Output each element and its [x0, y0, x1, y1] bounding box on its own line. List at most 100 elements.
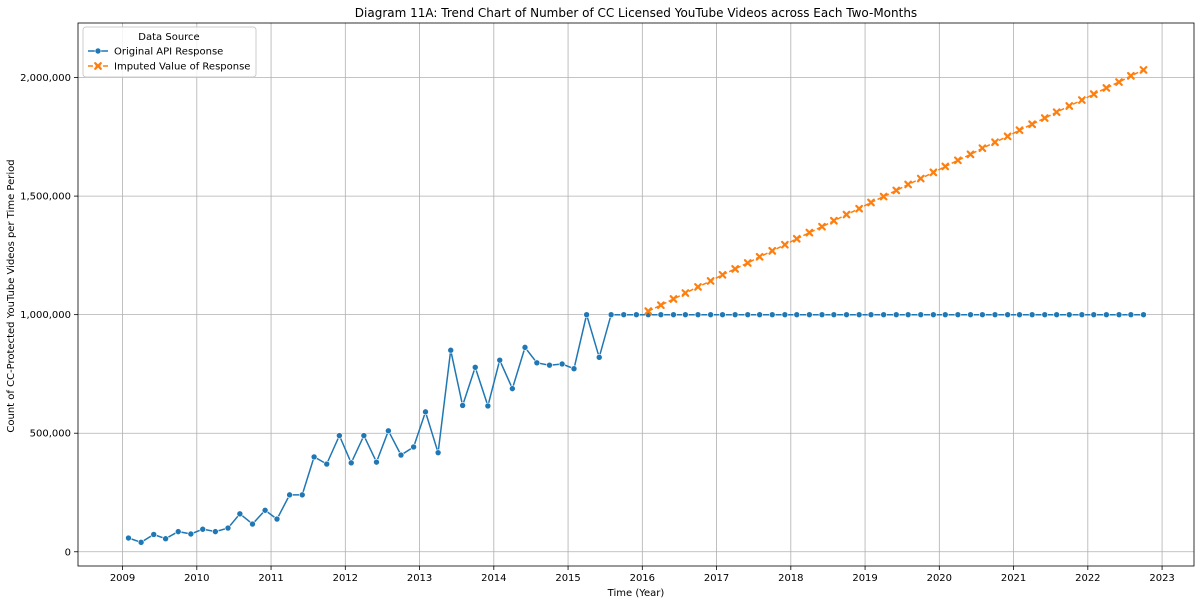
legend-marker — [94, 47, 102, 55]
data-point-x — [731, 264, 740, 273]
data-point-circle — [224, 524, 232, 532]
data-point-circle — [347, 459, 355, 467]
data-point-circle — [373, 458, 380, 466]
data-point-circle — [558, 360, 566, 368]
legend-entry: Original API Response — [88, 47, 223, 58]
data-point-x — [681, 289, 690, 297]
data-point-circle — [793, 311, 801, 318]
data-point-x — [818, 222, 826, 231]
data-point-circle — [719, 311, 726, 318]
data-point-x — [892, 186, 901, 195]
data-point-circle — [633, 311, 640, 318]
data-point-x — [1115, 78, 1123, 86]
data-point-x — [953, 156, 962, 165]
data-point-circle — [979, 311, 986, 318]
legend: Data Source Original API Response Imputed… — [82, 26, 257, 78]
data-point-x — [805, 228, 814, 237]
data-point-circle — [707, 311, 714, 318]
data-point-x — [656, 301, 665, 310]
series-line — [128, 311, 1144, 544]
data-point-x — [1126, 71, 1135, 80]
data-point-circle — [422, 408, 429, 416]
data-point-circle — [941, 311, 949, 318]
data-point-circle — [595, 354, 603, 361]
data-point-x — [991, 138, 999, 147]
y-tick-label: 2,000,000 — [20, 73, 71, 84]
x-tick-label: 2015 — [555, 573, 580, 584]
data-point-x — [842, 210, 851, 219]
data-point-circle — [620, 311, 628, 318]
data-point-circle — [657, 311, 665, 318]
legend-title: Data Source — [138, 32, 199, 43]
x-axis-title: Time (Year) — [607, 588, 665, 599]
data-point-x — [904, 180, 913, 189]
data-point-circle — [744, 311, 752, 318]
data-point-x — [780, 240, 789, 249]
legend-entry: Imputed Value of Response — [88, 62, 250, 73]
data-point-circle — [892, 311, 900, 318]
data-point-circle — [533, 359, 541, 367]
data-point-circle — [1140, 311, 1147, 318]
data-point-circle — [150, 531, 158, 538]
grid-lines — [78, 23, 1194, 566]
y-axis: 0 500,000 1,000,000 1,500,000 2,000,000 — [20, 73, 78, 558]
data-point-circle — [162, 535, 169, 543]
data-point-circle — [323, 460, 331, 468]
data-point-circle — [447, 346, 455, 354]
data-point-x — [1028, 120, 1037, 129]
data-point-circle — [904, 311, 912, 318]
data-point-circle — [410, 443, 417, 451]
data-point-circle — [880, 311, 887, 318]
data-point-x — [1015, 126, 1024, 135]
series-layer — [125, 66, 1148, 546]
data-point-circle — [236, 510, 244, 518]
data-point-circle — [806, 311, 813, 318]
y-tick-label: 1,000,000 — [20, 310, 71, 321]
data-point-circle — [570, 365, 578, 373]
chart-title: Diagram 11A: Trend Chart of Number of CC… — [355, 6, 917, 20]
data-point-circle — [496, 356, 504, 364]
data-point-x — [706, 277, 715, 285]
data-point-circle — [336, 432, 343, 439]
data-point-circle — [125, 534, 132, 542]
data-point-circle — [434, 449, 442, 456]
data-point-circle — [954, 311, 962, 318]
x-tick-label: 2018 — [778, 573, 803, 584]
legend-label: Imputed Value of Response — [114, 62, 250, 73]
data-point-x — [755, 252, 764, 261]
x-axis: 2009 2010 2011 2012 2013 2014 2015 2016 2017 2018… — [110, 566, 1175, 584]
data-point-x — [978, 144, 987, 153]
data-point-circle — [867, 311, 875, 318]
data-point-x — [929, 168, 938, 177]
data-point-circle — [1053, 311, 1060, 318]
legend-marker — [94, 62, 102, 70]
x-tick-label: 2023 — [1149, 573, 1174, 584]
data-point-circle — [397, 451, 405, 459]
data-point-x — [879, 192, 888, 201]
legend-label: Original API Response — [114, 47, 223, 58]
data-point-circle — [855, 311, 863, 318]
data-point-circle — [1041, 311, 1049, 318]
data-point-circle — [843, 311, 850, 318]
data-point-circle — [385, 427, 392, 435]
data-point-x — [867, 198, 875, 207]
series-imputed — [644, 66, 1148, 315]
data-point-circle — [360, 432, 368, 439]
x-tick-label: 2011 — [258, 573, 283, 584]
data-point-circle — [682, 311, 689, 318]
x-tick-label: 2021 — [1001, 573, 1026, 584]
x-tick-label: 2017 — [704, 573, 729, 584]
legend-box — [82, 26, 257, 78]
data-point-x — [916, 174, 925, 183]
data-point-circle — [818, 311, 826, 318]
data-point-circle — [670, 311, 677, 318]
data-point-x — [966, 150, 975, 159]
y-axis-title: Count of CC-Protected YouTube Videos per… — [6, 159, 17, 432]
data-point-circle — [174, 528, 182, 535]
x-tick-label: 2014 — [481, 573, 506, 584]
data-point-circle — [694, 311, 702, 318]
data-point-x — [669, 295, 678, 303]
data-point-x — [792, 234, 801, 243]
series-original — [125, 311, 1147, 546]
data-point-circle — [768, 311, 776, 318]
